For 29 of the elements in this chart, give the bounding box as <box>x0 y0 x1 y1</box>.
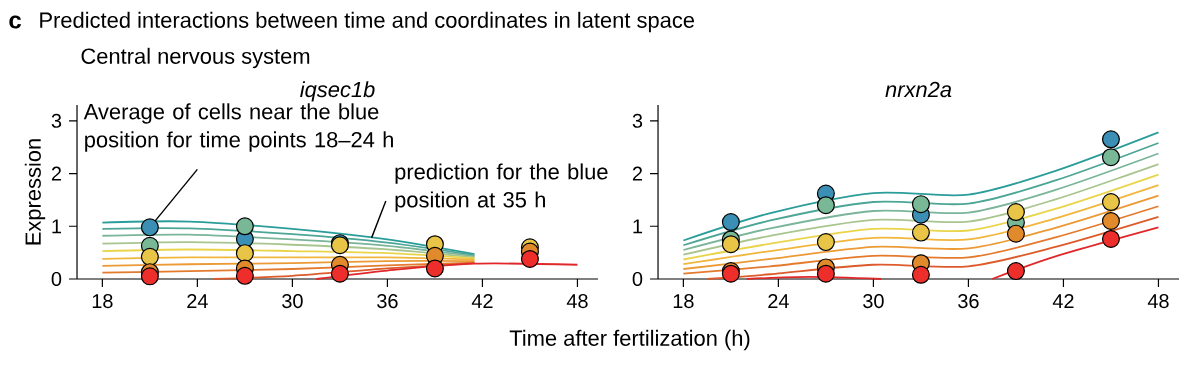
y-tick-label: 2 <box>51 166 61 181</box>
chart-title: nrxn2a <box>885 81 952 98</box>
y-axis-title: Expression <box>24 139 46 245</box>
chart-title: iqsec1b <box>300 81 375 102</box>
x-tick-label: 30 <box>282 294 303 309</box>
x-tick-label: 36 <box>958 294 979 309</box>
x-tick-label: 42 <box>1052 294 1074 308</box>
x-tick-label: 18 <box>673 294 694 309</box>
x-tick-label: 48 <box>566 294 588 309</box>
y-tick-label: 0 <box>51 271 62 287</box>
y-tick-label: 1 <box>52 219 62 234</box>
x-tick-label: 24 <box>768 294 789 308</box>
x-tick-label: 48 <box>1147 294 1169 309</box>
x-tick-label: 42 <box>471 294 493 308</box>
x-tick-label: 24 <box>187 294 208 308</box>
y-tick-label: 1 <box>633 219 643 234</box>
x-tick-label: 30 <box>863 294 884 309</box>
chart-subtitle: Central nervous system <box>81 47 310 69</box>
annotation: prediction for the blue position at 35 h <box>395 163 608 212</box>
y-tick-label: 0 <box>632 271 643 287</box>
x-axis-title: Time after fertilization (h) <box>509 329 750 351</box>
annotation: Average of cells near the blue position for time points 18–24 h <box>83 103 393 152</box>
y-tick-label: 2 <box>632 166 642 181</box>
text: c <box>9 15 22 29</box>
text: Predicted interactions between time and coordinates in latent space <box>40 11 695 33</box>
x-tick-label: 36 <box>377 294 398 309</box>
y-tick-label: 3 <box>632 113 643 128</box>
x-tick-label: 18 <box>92 294 113 309</box>
y-tick-label: 3 <box>51 113 62 128</box>
